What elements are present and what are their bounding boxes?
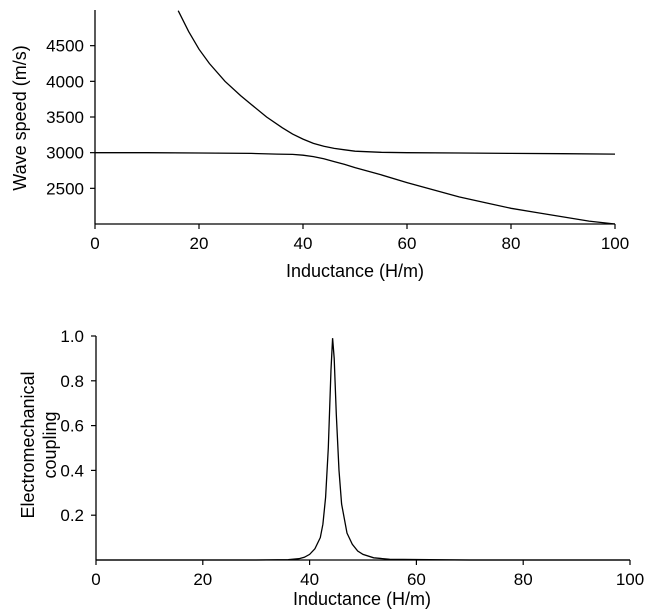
wave-speed-series-line-2 (95, 152, 616, 225)
coupling-series-line-1 (96, 338, 630, 561)
coupling-plot-marks: 0 20 40 60 80 100 0.2 0.4 0.6 0.8 1.0 (60, 327, 644, 589)
coupling-y-tick-label: 0.4 (60, 461, 84, 480)
wave-speed-series-line-1 (177, 10, 616, 155)
wave-speed-x-tick-label: 20 (190, 234, 209, 253)
wave-speed-plot-marks: 0 20 40 60 80 100 2500 3000 3500 4000 4500 (46, 10, 629, 253)
wave-speed-y-tick-label: 3000 (46, 144, 84, 163)
wave-speed-x-tick-label: 100 (601, 234, 629, 253)
coupling-x-tick-label: 100 (616, 570, 644, 589)
coupling-y-tick-label: 0.8 (60, 372, 84, 391)
wave-speed-y-tick-label: 4500 (46, 37, 84, 56)
wave-speed-x-tick-label: 80 (502, 234, 521, 253)
coupling-y-tick-label: 0.6 (60, 417, 84, 436)
coupling-x-tick-label: 0 (91, 570, 100, 589)
coupling-x-tick-label: 60 (407, 570, 426, 589)
coupling-x-axis-title: Inductance (H/m) (293, 589, 431, 609)
coupling-x-tick-label: 40 (300, 570, 319, 589)
wave-speed-x-tick-label: 40 (294, 234, 313, 253)
coupling-x-tick-label: 20 (193, 570, 212, 589)
wave-speed-y-tick-label: 2500 (46, 179, 84, 198)
wave-speed-y-tick-label: 4000 (46, 72, 84, 91)
wave-speed-x-tick-label: 60 (398, 234, 417, 253)
wave-speed-y-axis-title: Wave speed (m/s) (10, 45, 30, 190)
coupling-y-tick-label: 1.0 (60, 327, 84, 346)
coupling-chart: 0 20 40 60 80 100 0.2 0.4 0.6 0.8 1.0 Inductance (… (18, 327, 644, 609)
coupling-y-tick-label: 0.2 (60, 506, 84, 525)
wave-speed-chart: 0 20 40 60 80 100 2500 3000 3500 4000 4500 Inducta… (10, 10, 629, 281)
coupling-x-tick-label: 80 (514, 570, 533, 589)
wave-speed-y-tick-label: 3500 (46, 108, 84, 127)
wave-speed-x-axis-title: Inductance (H/m) (286, 261, 424, 281)
coupling-y-axis-title: Electromechanical coupling (18, 371, 60, 518)
wave-speed-x-tick-label: 0 (90, 234, 99, 253)
